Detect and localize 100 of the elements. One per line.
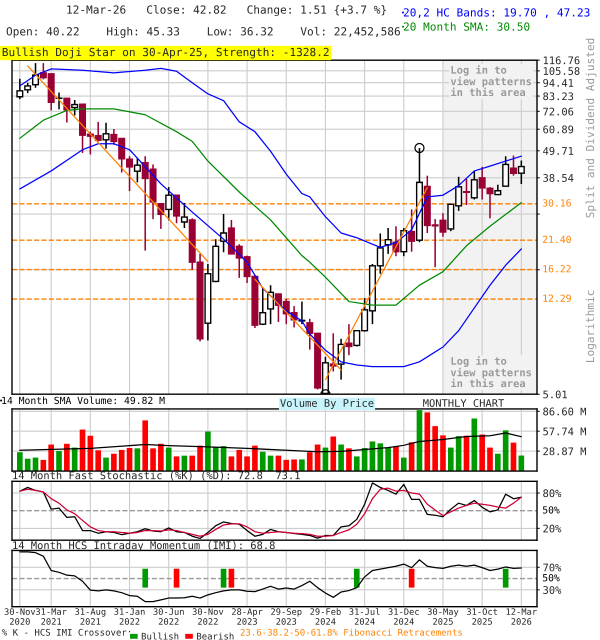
bar [338,444,344,472]
bar [252,446,258,472]
x-tick-label: 12-Mar 2026 [506,608,537,625]
legend-label: 20,2 HC Bands: 19.70 , 47.23 [404,8,590,18]
bar [408,442,414,472]
bar [479,434,485,472]
bar [150,448,156,472]
bar [244,456,250,472]
bar [166,448,172,472]
bar [502,430,508,472]
bar [518,456,524,472]
y-tick-label: 20% [543,524,562,533]
x-tick-label: 30-Nov 2022 [192,608,224,625]
bar [400,458,407,472]
candlestick [518,160,525,185]
candlestick [408,208,416,252]
bar [283,460,290,472]
y-tick-label: 57.74 M [543,428,586,436]
bar [260,452,266,472]
y-tick-label: 86.60 M [543,408,586,416]
y-tick-label: 38.54 [543,174,574,182]
x-tick-label: 31-Aug 2021 [75,608,106,625]
line-series [19,143,522,368]
y-tick-label: 94.41 [543,78,574,87]
x-tick-label: 31-Jul 2024 [349,608,380,625]
ref-line-label: 30.16 [542,199,571,207]
bar [268,456,274,472]
candlestick [180,202,188,229]
candlestick [71,99,78,116]
y-tick-label: 5.01 [543,390,567,398]
y-tick-label: 49.71 [543,147,574,155]
text: Split and Dividend Adjusted [586,38,596,218]
x-tick-label: 30-Nov 2020 [4,608,36,625]
bar [456,436,462,472]
bar [299,459,305,472]
bar [487,448,493,472]
bar [385,448,391,472]
x-tick-label: 31-Dec 2024 [388,608,419,625]
bar [95,450,102,472]
annotation: Log in to view patterns in this area [450,356,532,388]
bar [322,448,328,472]
bar [48,444,54,472]
bar [464,436,470,472]
chart-subtitle: Open: 40.22 High: 45.33 Low: 36.32 Vol: 22,452,586 [6,26,400,38]
x-tick-label: 29-Feb 2024 [310,608,341,625]
ref-line-label: 50% [542,506,560,514]
legend-label: 20 Month SMA: 30.50 [404,22,530,31]
legend-label: Bearish [196,632,234,640]
bar [118,450,125,472]
candlestick [502,155,510,188]
line-series [19,432,522,452]
bar [236,450,242,472]
bar [40,460,46,472]
candlestick [267,284,274,325]
candlestick [173,194,180,224]
bar [448,448,454,472]
x-tick-label: 31-Jan 2022 [114,608,145,625]
chart-title: 14 Month HCS Intraday Momentum (IMI): 68.8 [13,541,275,552]
y-tick-label: 70% [543,564,562,572]
x-tick-label: 28-Apr 2023 [232,608,263,625]
bar [432,426,438,472]
legend-title: % K - HCS IMI Crossover: [2,628,130,636]
candlestick [345,323,352,356]
candlestick [384,227,392,255]
x-tick-label: 29-Sep 2023 [271,608,302,625]
bar [220,446,226,472]
candlestick [259,288,266,326]
y-tick-label: 83.23 [543,92,574,100]
bar [174,456,180,472]
bar [306,452,313,472]
bar [56,451,62,472]
annotation: Volume By Price [280,398,374,409]
bar [424,412,430,472]
bar [88,436,94,472]
legend-label: 14 Month SMA Volume: 49.82 M [2,396,165,404]
annotation: Log in to view patterns in this area [450,65,532,96]
candlestick [510,154,518,176]
candlestick [470,170,478,200]
y-tick-label: 105.58 [544,67,580,75]
bar [111,454,117,472]
x-tick-label: 30-Jun 2022 [154,608,184,625]
y-tick-label: 116.76 [544,56,580,64]
bar [416,410,422,472]
bar [158,444,164,472]
bar [126,448,132,472]
bar [17,452,23,472]
candlestick [102,122,110,150]
chart-title: 14 Month Fast Stochastic (%K) (%D): 72.8 73.1 [13,471,300,480]
bar [228,456,234,472]
bar [32,458,38,472]
bar [189,456,196,472]
x-tick-label: 31-Oct 2025 [466,608,498,625]
bar [495,454,501,472]
bar [314,444,320,472]
text: MONTHLY CHART [423,399,504,407]
bar [24,458,30,472]
bar [134,448,140,472]
bar [440,435,446,472]
ref-line-label: 16.22 [543,265,571,272]
bar [103,458,109,472]
